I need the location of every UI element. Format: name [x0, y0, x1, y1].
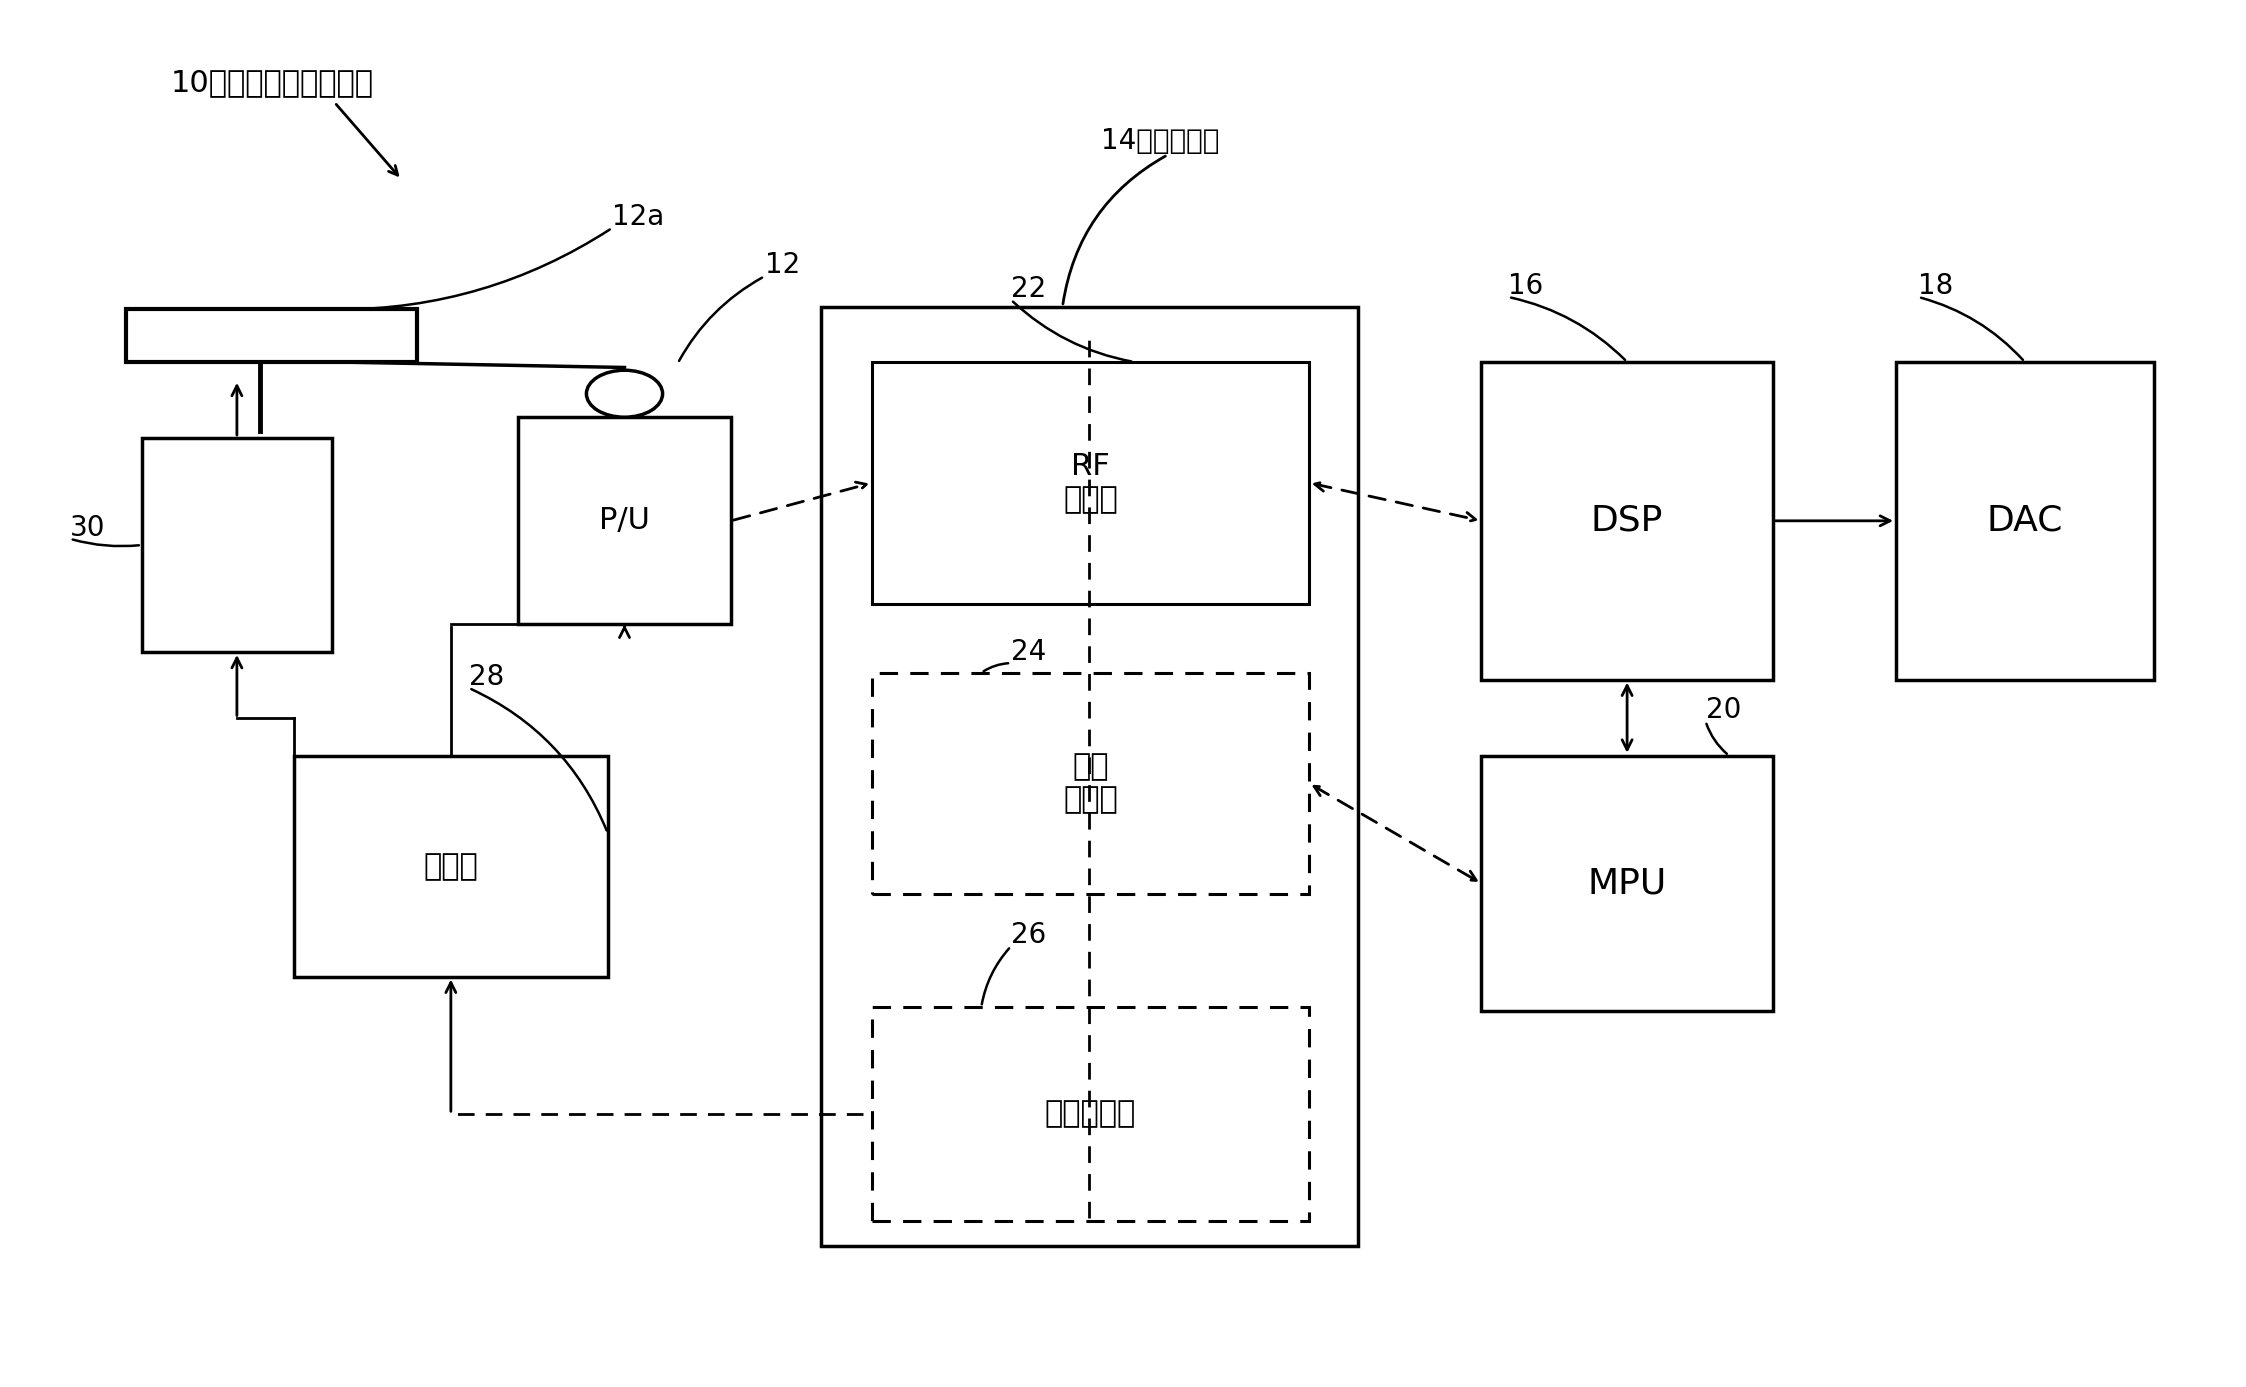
Text: 20: 20	[1705, 696, 1741, 724]
Bar	[294, 756, 609, 976]
Bar	[1482, 756, 1772, 1011]
Text: 14：集成电路: 14：集成电路	[1101, 128, 1220, 155]
Bar	[126, 309, 418, 362]
Bar	[1896, 362, 2154, 680]
Text: MPU: MPU	[1588, 867, 1667, 900]
Bar	[820, 307, 1359, 1246]
Bar	[871, 673, 1309, 893]
Text: DSP: DSP	[1590, 503, 1664, 538]
Text: 26: 26	[1011, 921, 1047, 949]
Text: 10：微型光盘再生装置: 10：微型光盘再生装置	[171, 68, 373, 97]
Text: 驱动器: 驱动器	[424, 852, 478, 881]
Text: 24: 24	[1011, 638, 1047, 666]
Text: 22: 22	[1011, 275, 1047, 302]
Text: 18: 18	[1918, 272, 1954, 300]
Bar	[141, 438, 332, 652]
Text: P/U: P/U	[600, 506, 649, 535]
Text: 30: 30	[70, 513, 106, 542]
Bar	[871, 1007, 1309, 1221]
Text: DAC: DAC	[1985, 503, 2064, 538]
Bar	[519, 417, 730, 624]
Circle shape	[586, 370, 663, 417]
Text: 28: 28	[469, 663, 503, 691]
Text: RF
放大器: RF 放大器	[1062, 452, 1119, 515]
Text: 伺服控制部: 伺服控制部	[1044, 1100, 1136, 1129]
Bar	[1482, 362, 1772, 680]
Text: 12a: 12a	[613, 203, 665, 230]
Bar	[871, 362, 1309, 603]
Text: 增益
修正部: 增益 修正部	[1062, 752, 1119, 814]
Text: 16: 16	[1509, 272, 1543, 300]
Text: 12: 12	[764, 251, 800, 279]
